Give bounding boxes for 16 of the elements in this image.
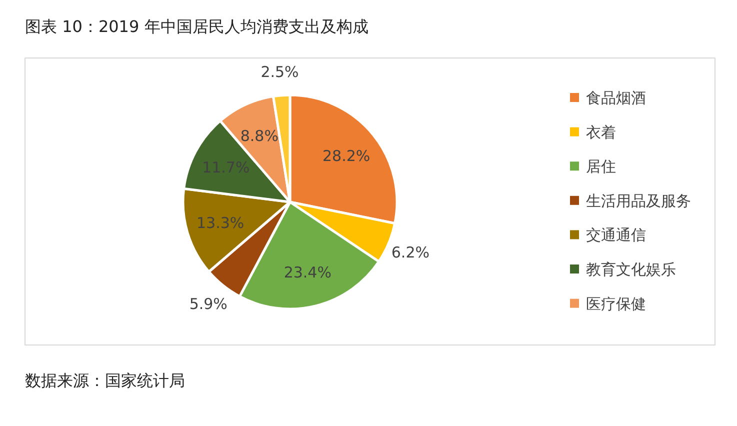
data-label: 2.5% xyxy=(260,62,299,81)
data-label: 28.2% xyxy=(322,146,370,165)
legend-label: 医疗保健 xyxy=(586,294,646,313)
legend-label: 教育文化娱乐 xyxy=(586,260,676,278)
data-label: 5.9% xyxy=(189,294,228,313)
legend-label: 衣着 xyxy=(586,123,616,142)
legend-label: 食品烟酒 xyxy=(586,89,646,107)
source-note: 数据来源：国家统计局 xyxy=(25,371,185,390)
legend-label: 居住 xyxy=(586,158,616,176)
legend-label: 生活用品及服务 xyxy=(586,192,691,210)
chart-title: 图表 10：2019 年中国居民人均消费支出及构成 xyxy=(25,17,368,36)
data-label: 6.2% xyxy=(391,243,430,262)
data-label: 8.8% xyxy=(240,126,278,145)
data-label: 13.3% xyxy=(196,214,244,232)
legend-label: 交通通信 xyxy=(586,226,646,244)
data-label: 23.4% xyxy=(284,264,332,282)
